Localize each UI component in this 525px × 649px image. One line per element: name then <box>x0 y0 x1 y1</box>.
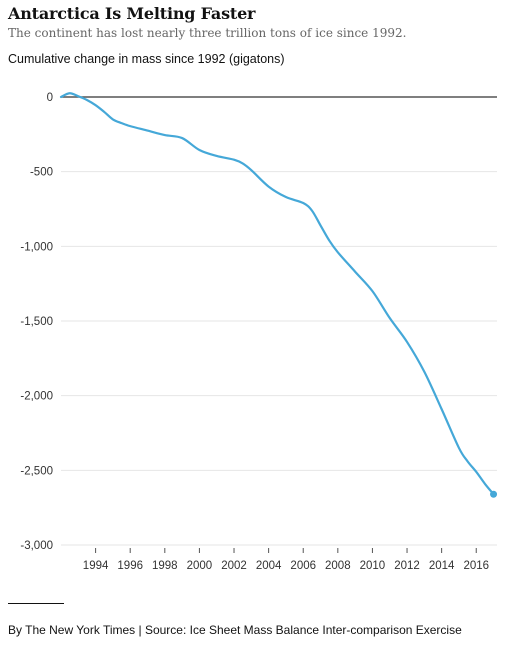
x-tick-label: 2004 <box>256 560 282 572</box>
x-tick-label: 1996 <box>117 560 143 572</box>
x-tick-label: 2014 <box>429 560 455 572</box>
x-tick-label: 2002 <box>221 560 247 572</box>
y-tick-label: -1,500 <box>20 316 53 328</box>
x-tick-label: 1994 <box>83 560 109 572</box>
y-tick-label: -1,000 <box>20 241 53 253</box>
y-tick-label: -2,000 <box>20 391 53 403</box>
x-tick-label: 2012 <box>394 560 420 572</box>
gridlines <box>61 96 497 546</box>
x-tick-label: 2006 <box>290 560 316 572</box>
x-tick-label: 2010 <box>360 560 386 572</box>
x-tick-label: 2016 <box>463 560 489 572</box>
y-tick-label: 0 <box>47 92 53 104</box>
x-tick-label: 1998 <box>152 560 178 572</box>
y-tick-label: -3,000 <box>20 540 53 552</box>
y-tick-label: -2,500 <box>20 465 53 477</box>
series-line <box>59 92 495 496</box>
chart-subtitle: The continent has lost nearly three tril… <box>8 26 407 40</box>
y-tick-label: -500 <box>30 167 53 179</box>
source-credit: By The New York Times | Source: Ice Shee… <box>8 623 462 637</box>
chart-title: Antarctica Is Melting Faster <box>8 4 256 23</box>
end-point-marker <box>490 490 498 498</box>
footer-rule <box>8 603 64 604</box>
x-tick-label: 2008 <box>325 560 351 572</box>
x-ticks: 1994 1996 1998 2000 2002 2004 2006 2008 2010 2012… <box>83 548 489 572</box>
y-tick-labels: 0 -500 -1,000 -1,500 -2,000 -2,500 -3,000 <box>20 92 53 552</box>
line-chart: 0 -500 -1,000 -1,500 -2,000 -2,500 -3,000 1994… <box>20 92 498 572</box>
y-axis-label: Cumulative change in mass since 1992 (gi… <box>8 52 285 66</box>
x-tick-label: 2000 <box>187 560 213 572</box>
